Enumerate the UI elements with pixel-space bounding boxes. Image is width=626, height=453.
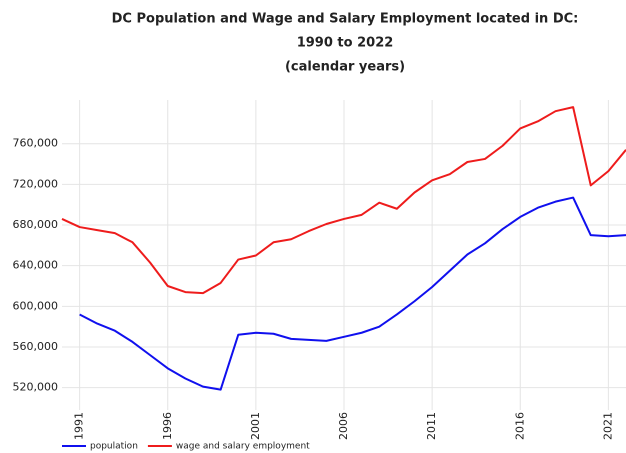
y-tick-label: 560,000 <box>13 340 59 353</box>
x-tick-label: 1996 <box>161 412 174 440</box>
y-tick-label: 600,000 <box>13 299 59 312</box>
y-tick-label: 680,000 <box>13 218 59 231</box>
x-tick-label: 2011 <box>425 412 438 440</box>
series-line <box>61 106 626 295</box>
legend-label: population <box>90 442 138 452</box>
x-tick-label: 2016 <box>513 412 526 440</box>
y-tick-label: 640,000 <box>13 259 59 272</box>
x-tick-label: 1991 <box>73 412 86 440</box>
x-tick-label: 2001 <box>249 412 262 440</box>
y-tick-label: 720,000 <box>13 177 59 190</box>
chart-title: 1990 to 2022 <box>297 36 394 51</box>
chart-title: DC Population and Wage and Salary Employ… <box>112 12 579 27</box>
x-tick-label: 2021 <box>601 412 614 440</box>
y-tick-label: 760,000 <box>13 137 59 150</box>
x-tick-label: 2006 <box>337 412 350 440</box>
series-line <box>79 196 626 391</box>
legend-label: wage and salary employment <box>176 442 310 452</box>
chart-title: (calendar years) <box>285 60 405 75</box>
y-tick-label: 520,000 <box>13 381 59 394</box>
